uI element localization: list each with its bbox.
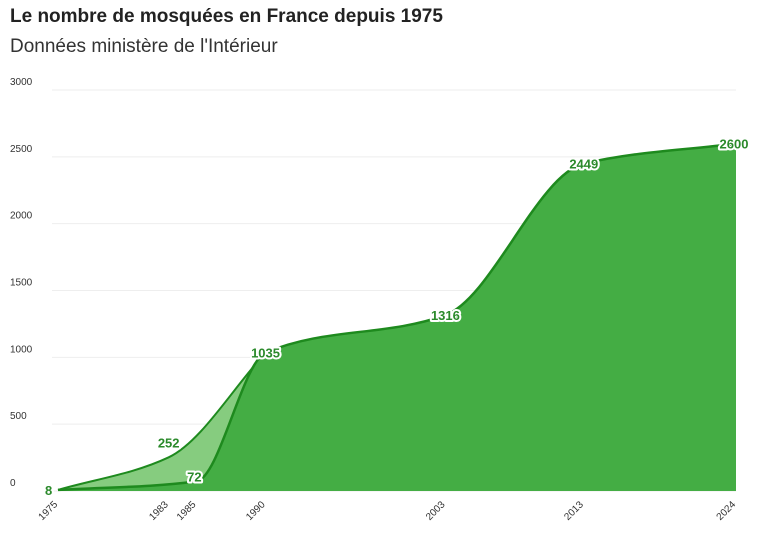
- data-labels: 8 252 72 1035 1316 2449 2600: [43, 134, 750, 499]
- y-tick-label: 1000: [10, 344, 33, 355]
- chart-subtitle: Données ministère de l'Intérieur: [10, 36, 278, 57]
- y-tick-label: 2000: [10, 211, 33, 222]
- alt-series-line: [57, 351, 267, 491]
- y-tick-label: 2500: [10, 144, 33, 155]
- y-tick-label: 1500: [10, 278, 33, 289]
- alt-series-area: [58, 352, 266, 491]
- y-tick-label: 0: [10, 478, 16, 489]
- y-tick-label: 500: [10, 411, 27, 422]
- x-tick-label: 2013: [562, 499, 586, 523]
- data-label-2024: 2600: [720, 136, 749, 151]
- x-tick-label: 1975: [37, 499, 61, 523]
- chart-title: Le nombre de mosquées en France depuis 1…: [10, 6, 443, 27]
- main-series-line: [57, 142, 737, 492]
- data-label-1975: 8: [45, 483, 52, 498]
- x-tick-label: 1985: [175, 499, 199, 523]
- x-tick-label: 1983: [147, 499, 171, 523]
- x-axis: 1975 1983 1985 1990 2003 2013 2024: [37, 499, 739, 523]
- data-label-2003: 1316: [431, 308, 460, 323]
- data-label-2013: 2449: [569, 157, 598, 172]
- y-tick-label: 3000: [10, 77, 33, 88]
- x-tick-label: 2024: [715, 499, 739, 523]
- y-axis: 0 500 1000 1500 2000 2500 3000: [10, 77, 33, 489]
- data-label-1983: 252: [158, 435, 180, 450]
- x-tick-label: 2003: [424, 499, 448, 523]
- x-tick-label: 1990: [244, 499, 268, 523]
- main-series-area: [58, 143, 736, 491]
- data-label-1990: 1035: [251, 346, 280, 361]
- data-label-1985: 72: [187, 469, 201, 484]
- plot-area: [57, 142, 737, 492]
